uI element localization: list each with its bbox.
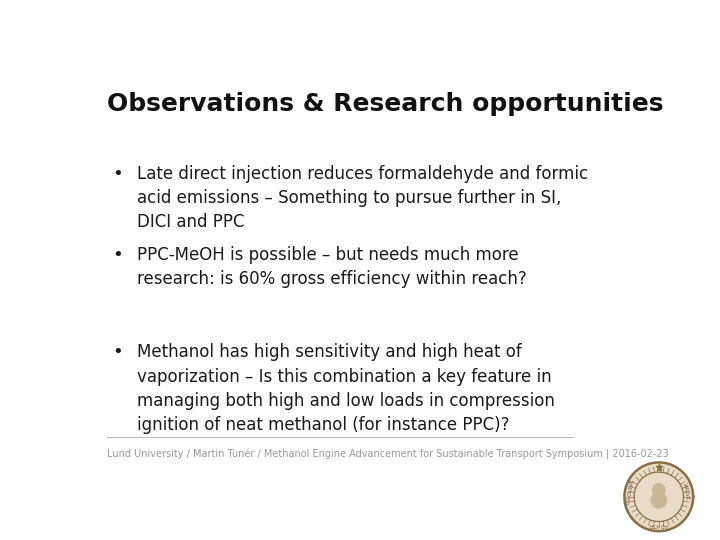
Text: Observations & Research opportunities: Observations & Research opportunities xyxy=(107,92,663,116)
Polygon shape xyxy=(624,462,693,531)
Text: •: • xyxy=(112,165,123,183)
Text: •: • xyxy=(112,343,123,361)
Ellipse shape xyxy=(651,492,667,508)
Text: Methanol has high sensitivity and high heat of
vaporization – Is this combinatio: Methanol has high sensitivity and high h… xyxy=(138,343,555,434)
Text: CAROLINÆ: CAROLINÆ xyxy=(626,478,636,505)
Circle shape xyxy=(652,484,665,496)
Text: Late direct injection reduces formaldehyde and formic
acid emissions – Something: Late direct injection reduces formaldehy… xyxy=(138,165,588,231)
Text: PPC-MeOH is possible – but needs much more
research: is 60% gross efficiency wit: PPC-MeOH is possible – but needs much mo… xyxy=(138,246,527,288)
Text: AD VTR: AD VTR xyxy=(649,523,668,528)
Text: •: • xyxy=(112,246,123,264)
Text: Lund University / Martin Tunér / Methanol Engine Advancement for Sustainable Tra: Lund University / Martin Tunér / Methano… xyxy=(107,449,668,461)
Text: VMQVE: VMQVE xyxy=(683,483,690,501)
